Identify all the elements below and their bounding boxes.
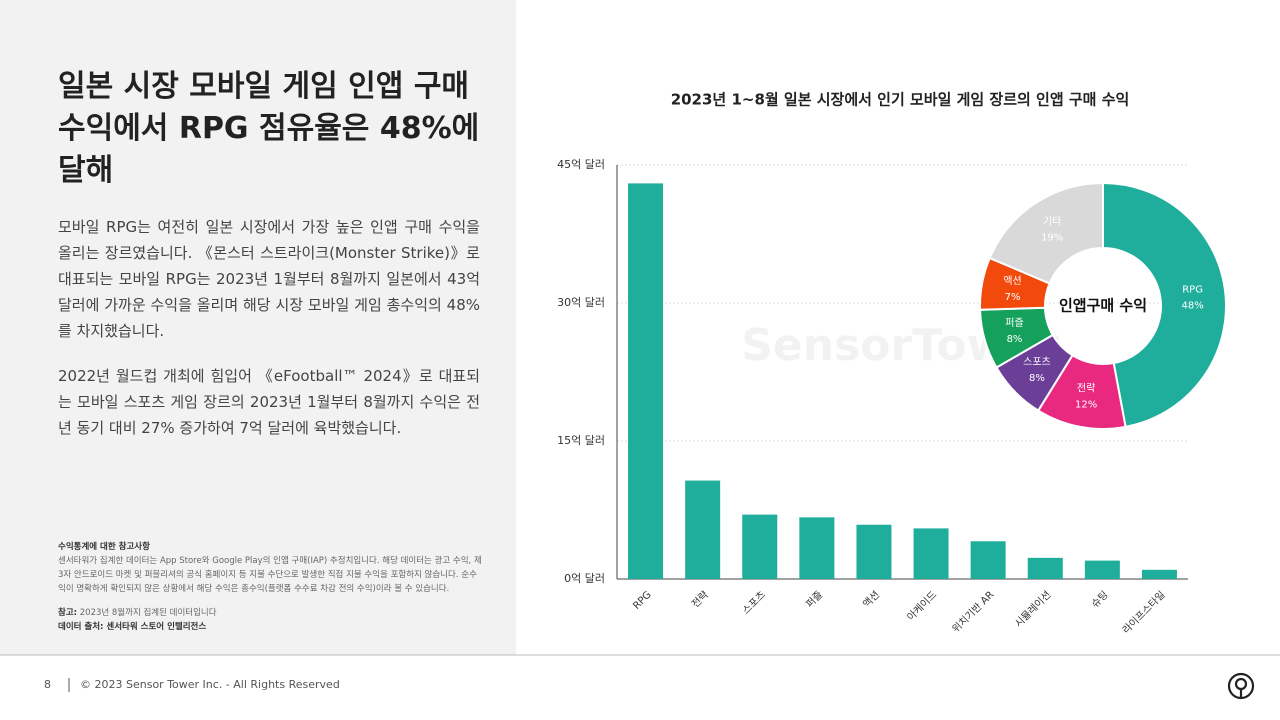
x-tick-label: 전략 [689, 589, 711, 611]
chart-title: 2023년 1~8월 일본 시장에서 인기 모바일 게임 장르의 인앱 구매 수… [671, 91, 1130, 109]
slice-label: RPG [1182, 285, 1203, 296]
bar [742, 514, 778, 579]
slice-value: 8% [1029, 373, 1045, 384]
slice-value: 8% [1007, 334, 1023, 345]
reference: 참고: 2023년 8월까지 집계된 데이터입니다 [58, 606, 483, 620]
bar [685, 480, 721, 579]
y-tick-label: 30억 달러 [557, 296, 605, 309]
paragraph: 2022년 월드컵 개최에 힘입어 《eFootball™ 2024》로 대표되… [58, 367, 480, 437]
bar [1084, 560, 1120, 579]
notes-text: 센서타워가 집계한 데이터는 App Store와 Google Play의 인… [58, 556, 482, 594]
headline: 일본 시장 모바일 게임 인앱 구매 수익에서 RPG 점유율은 48%에 달해 [58, 69, 480, 188]
reference-label: 참고: [58, 608, 78, 618]
slice-value: 12% [1075, 399, 1097, 410]
bar [970, 541, 1006, 579]
x-tick-label: 위치기반 AR [949, 588, 996, 635]
left-panel: 일본 시장 모바일 게임 인앱 구매 수익에서 RPG 점유율은 48%에 달해… [0, 0, 516, 655]
copyright: © 2023 Sensor Tower Inc. - All Rights Re… [80, 678, 340, 691]
slice-value: 48% [1181, 301, 1203, 312]
notes: 수익통계에 대한 참고사항 센서타워가 집계한 데이터는 App Store와 … [58, 540, 483, 634]
pie-slice [1102, 181, 1227, 429]
bar [856, 524, 892, 579]
pie-slice [988, 181, 1104, 285]
slice-label: 전략 [1077, 382, 1095, 394]
bar [799, 517, 835, 579]
bar [1027, 557, 1063, 579]
slice-label: 액션 [1003, 275, 1021, 287]
x-tick-label: 라이프스타일 [1120, 589, 1168, 637]
x-tick-label: 시뮬레이션 [1012, 589, 1053, 630]
reference-text: 2023년 8월까지 집계된 데이터입니다 [79, 608, 217, 618]
bar [913, 528, 949, 579]
slice-value: 19% [1041, 232, 1063, 243]
y-tick-label: 15억 달러 [557, 434, 605, 447]
y-tick-label: 45억 달러 [557, 158, 605, 171]
pie-center-label: 인앱구매 수익 [1059, 297, 1147, 315]
y-tick-label: 0억 달러 [564, 572, 605, 585]
slice-label: 스포츠 [1023, 356, 1051, 368]
slice-value: 7% [1005, 292, 1021, 303]
x-tick-label: 액션 [861, 589, 883, 611]
x-tick-label: 스포츠 [740, 589, 768, 617]
x-tick-label: 퍼즐 [804, 589, 826, 611]
x-tick-label: 아케이드 [905, 589, 940, 624]
notes-heading: 수익통계에 대한 참고사항 [58, 542, 150, 552]
slice-label: 퍼즐 [1005, 317, 1023, 329]
bar [628, 183, 664, 579]
bar [1141, 569, 1177, 579]
slice-label: 기타 [1043, 215, 1061, 227]
paragraph: 모바일 RPG는 여전히 일본 시장에서 가장 높은 인앱 구매 수익을 올리는… [58, 218, 480, 340]
x-tick-label: RPG [631, 589, 653, 611]
source: 데이터 출처: 센서타워 스토어 인텔리전스 [58, 622, 207, 632]
logo [1227, 672, 1255, 700]
page-number: 8 [44, 678, 51, 691]
x-tick-label: 슈팅 [1089, 589, 1111, 611]
